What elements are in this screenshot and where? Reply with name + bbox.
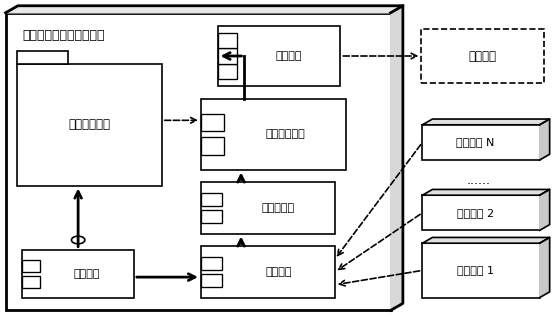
Polygon shape xyxy=(540,237,550,298)
FancyBboxPatch shape xyxy=(17,51,68,64)
FancyBboxPatch shape xyxy=(201,182,335,234)
Polygon shape xyxy=(422,237,550,243)
FancyBboxPatch shape xyxy=(218,26,340,86)
Polygon shape xyxy=(422,119,550,125)
FancyBboxPatch shape xyxy=(22,250,134,298)
Text: 通信网络 N: 通信网络 N xyxy=(456,137,494,148)
Text: 输出单元: 输出单元 xyxy=(276,51,302,61)
FancyBboxPatch shape xyxy=(201,114,224,132)
Text: 分析运算单元: 分析运算单元 xyxy=(265,129,305,140)
FancyBboxPatch shape xyxy=(6,13,391,310)
FancyBboxPatch shape xyxy=(201,257,222,270)
Polygon shape xyxy=(540,119,550,160)
Text: 显示系统: 显示系统 xyxy=(469,50,497,62)
Text: 采集单元: 采集单元 xyxy=(265,267,292,277)
Text: 告警相关性分析引擎装置: 告警相关性分析引擎装置 xyxy=(22,29,105,42)
Text: 输入单元: 输入单元 xyxy=(74,268,100,279)
FancyBboxPatch shape xyxy=(22,260,40,272)
FancyBboxPatch shape xyxy=(201,210,222,223)
Text: 通信网络 1: 通信网络 1 xyxy=(456,265,494,276)
FancyBboxPatch shape xyxy=(422,195,540,230)
FancyBboxPatch shape xyxy=(17,64,162,186)
Polygon shape xyxy=(391,6,403,310)
FancyBboxPatch shape xyxy=(22,276,40,288)
FancyBboxPatch shape xyxy=(422,125,540,160)
Text: 信息存储单元: 信息存储单元 xyxy=(68,118,110,131)
Text: ......: ...... xyxy=(466,174,490,187)
Polygon shape xyxy=(422,189,550,195)
Text: 预处理单元: 预处理单元 xyxy=(262,203,295,213)
FancyBboxPatch shape xyxy=(201,193,222,206)
FancyBboxPatch shape xyxy=(421,29,544,83)
FancyBboxPatch shape xyxy=(201,99,346,170)
FancyBboxPatch shape xyxy=(218,33,237,48)
FancyBboxPatch shape xyxy=(422,243,540,298)
FancyBboxPatch shape xyxy=(201,246,335,298)
FancyBboxPatch shape xyxy=(201,274,222,287)
Text: 通信网络 2: 通信网络 2 xyxy=(456,208,494,218)
Polygon shape xyxy=(6,6,403,13)
FancyBboxPatch shape xyxy=(201,137,224,155)
FancyBboxPatch shape xyxy=(218,64,237,79)
Polygon shape xyxy=(540,189,550,230)
FancyBboxPatch shape xyxy=(218,48,237,64)
